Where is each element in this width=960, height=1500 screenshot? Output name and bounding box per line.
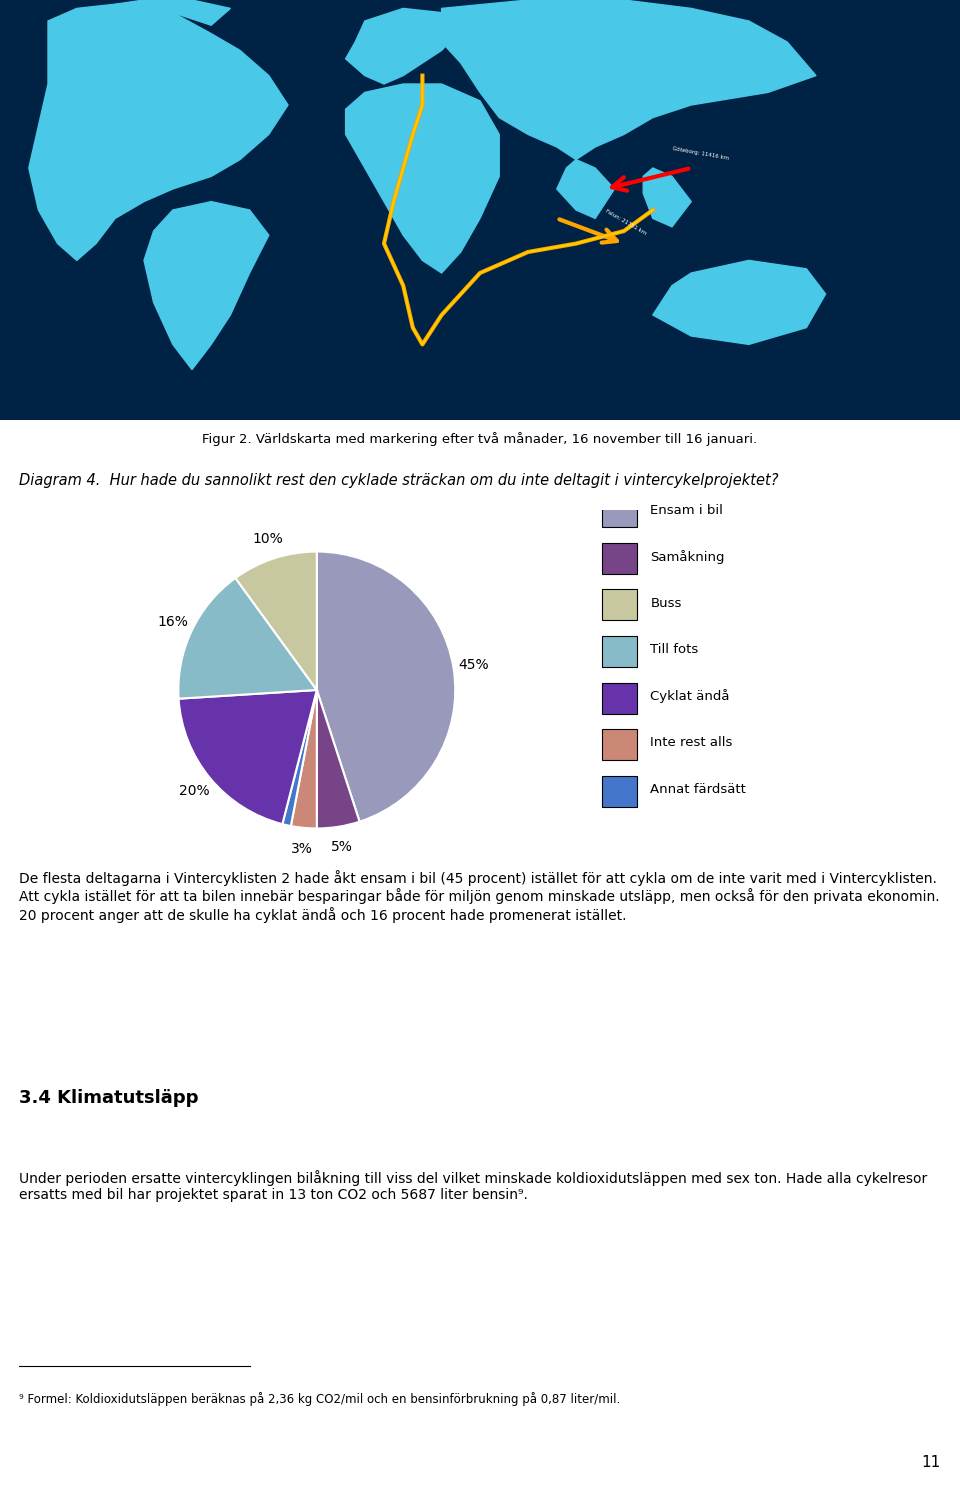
Polygon shape xyxy=(653,261,826,345)
Bar xyxy=(602,590,636,621)
Text: 11: 11 xyxy=(922,1455,941,1470)
Polygon shape xyxy=(115,0,230,26)
Text: Under perioden ersatte vintercyklingen bilåkning till viss del vilket minskade k: Under perioden ersatte vintercyklingen b… xyxy=(19,1170,927,1202)
Text: 16%: 16% xyxy=(157,615,188,628)
Bar xyxy=(602,682,636,714)
Bar xyxy=(602,776,636,807)
Polygon shape xyxy=(144,201,269,369)
Polygon shape xyxy=(643,168,691,226)
Text: 5%: 5% xyxy=(331,840,352,855)
Text: 20%: 20% xyxy=(179,784,209,798)
Text: Figur 2. Världskarta med markering efter två månader, 16 november till 16 januar: Figur 2. Världskarta med markering efter… xyxy=(203,432,757,445)
Bar xyxy=(602,496,636,528)
Wedge shape xyxy=(317,552,455,822)
Text: 3.4 Klimatutsläpp: 3.4 Klimatutsläpp xyxy=(19,1089,199,1107)
Bar xyxy=(602,729,636,760)
Text: Cyklat ändå: Cyklat ändå xyxy=(651,690,730,703)
Polygon shape xyxy=(442,0,816,159)
Bar xyxy=(602,636,636,668)
Text: Samåkning: Samåkning xyxy=(651,549,725,564)
Wedge shape xyxy=(317,690,360,828)
Text: Inte rest alls: Inte rest alls xyxy=(651,736,732,750)
Text: Till fots: Till fots xyxy=(651,644,699,656)
Wedge shape xyxy=(291,690,317,828)
Text: Diagram 4.  Hur hade du sannolikt rest den cyklade sträckan om du inte deltagit : Diagram 4. Hur hade du sannolikt rest de… xyxy=(19,472,779,488)
Wedge shape xyxy=(282,690,317,826)
Text: Annat färdsätt: Annat färdsätt xyxy=(651,783,746,796)
Text: Falun: 21751 km: Falun: 21751 km xyxy=(605,209,647,236)
Text: 45%: 45% xyxy=(459,658,490,672)
Text: De flesta deltagarna i Vintercyklisten 2 hade åkt ensam i bil (45 procent) istäl: De flesta deltagarna i Vintercyklisten 2… xyxy=(19,870,940,922)
Wedge shape xyxy=(179,690,317,824)
Polygon shape xyxy=(557,159,614,219)
Text: Göteborg: 11416 km: Göteborg: 11416 km xyxy=(672,146,730,160)
Text: Ensam i bil: Ensam i bil xyxy=(651,504,724,516)
Polygon shape xyxy=(346,9,461,84)
Wedge shape xyxy=(235,552,317,690)
Text: 10%: 10% xyxy=(252,531,283,546)
Text: Buss: Buss xyxy=(651,597,682,609)
Polygon shape xyxy=(346,84,499,273)
Polygon shape xyxy=(29,4,288,261)
Text: 3%: 3% xyxy=(291,842,313,855)
Wedge shape xyxy=(179,578,317,699)
Text: ⁹ Formel: Koldioxidutsläppen beräknas på 2,36 kg CO2/mil och en bensinförbruknin: ⁹ Formel: Koldioxidutsläppen beräknas på… xyxy=(19,1392,620,1406)
Bar xyxy=(602,543,636,574)
